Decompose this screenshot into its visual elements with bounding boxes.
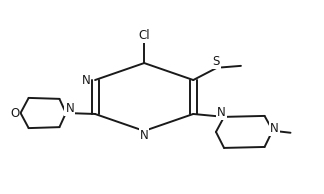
Text: N: N [65, 102, 74, 115]
Text: S: S [212, 55, 220, 68]
Text: N: N [217, 106, 226, 119]
Text: N: N [270, 122, 279, 135]
Text: O: O [10, 107, 19, 120]
Text: N: N [82, 74, 90, 87]
Text: N: N [140, 129, 149, 142]
Text: Cl: Cl [138, 29, 150, 42]
